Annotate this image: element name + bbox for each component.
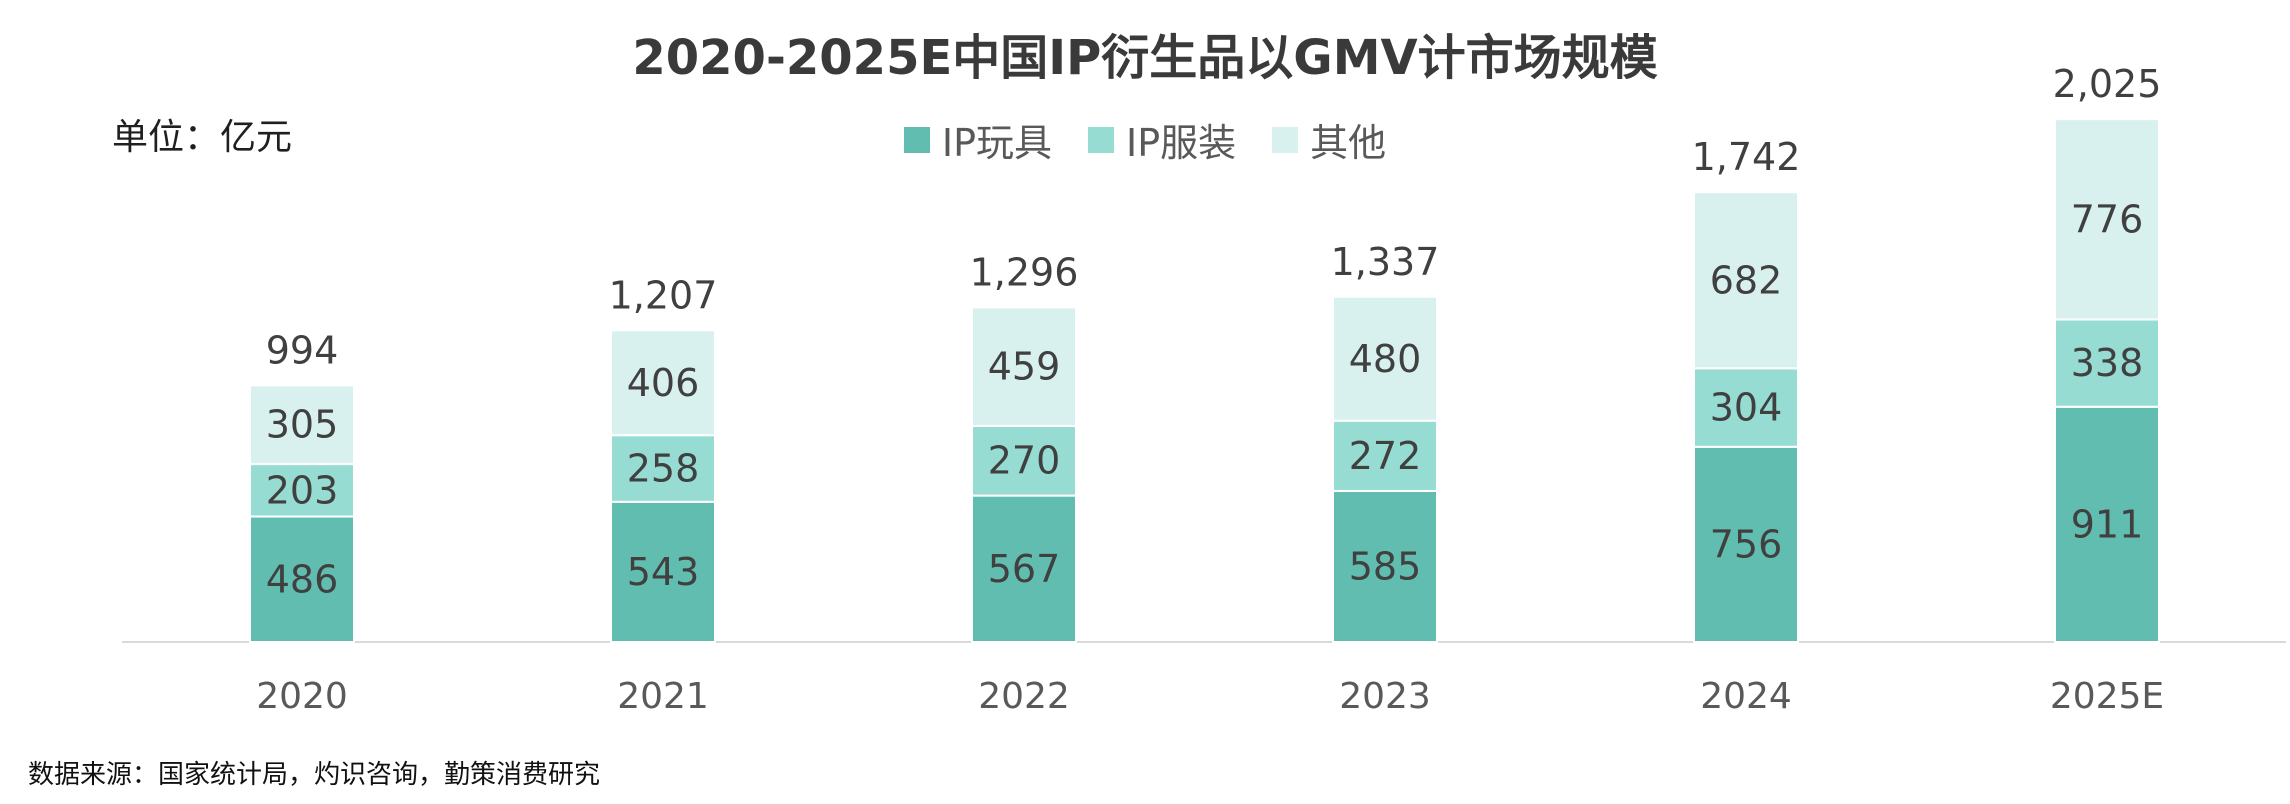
total-label-2023: 1,337 <box>1331 240 1440 284</box>
x-tick-2020: 2020 <box>256 676 348 717</box>
bar-segment-2024-1 <box>1693 367 1799 448</box>
bar-segment-2021-2 <box>610 329 716 437</box>
bar-segment-2022-1 <box>971 424 1077 497</box>
legend-swatch-ip-toys <box>903 126 930 153</box>
bar-segment-2025E-2 <box>2054 118 2160 321</box>
legend-label-ip-toys: IP玩具 <box>941 121 1052 165</box>
legend: IP玩具 IP服装 其他 <box>0 112 2290 167</box>
segment-label-2024-2: 682 <box>1710 258 1783 302</box>
chart-title: 2020-2025E中国IP衍生品以GMV计市场规模 <box>632 30 1658 86</box>
segment-label-2020-1: 203 <box>266 468 339 512</box>
bar-segment-2021-1 <box>610 434 716 503</box>
segment-label-2024-1: 304 <box>1710 386 1783 430</box>
bar-segment-2024-2 <box>1693 191 1799 370</box>
x-tick-2025E: 2025E <box>2050 676 2164 717</box>
segment-label-2025E-1: 338 <box>2071 341 2144 385</box>
segment-label-2022-2: 459 <box>988 345 1061 389</box>
x-tick-2024: 2024 <box>1700 676 1792 717</box>
bar-segment-2025E-0 <box>2054 405 2160 643</box>
total-label-2025E: 2,025 <box>2053 62 2162 106</box>
segment-label-2023-0: 585 <box>1349 544 1422 588</box>
segment-label-2023-1: 272 <box>1349 434 1422 478</box>
bar-segment-2024-0 <box>1693 445 1799 644</box>
legend-swatch-ip-apparel <box>1087 126 1114 153</box>
total-label-2024: 1,742 <box>1692 135 1801 179</box>
legend-swatch-other <box>1272 126 1299 153</box>
segment-label-2021-1: 258 <box>627 446 700 490</box>
segment-label-2024-0: 756 <box>1710 522 1783 566</box>
segment-label-2022-1: 270 <box>988 439 1061 483</box>
segment-label-2021-0: 543 <box>627 550 700 594</box>
bar-segment-2020-2 <box>249 384 355 466</box>
segment-label-2023-2: 480 <box>1349 337 1422 381</box>
segment-label-2020-0: 486 <box>266 557 339 601</box>
x-tick-2023: 2023 <box>1339 676 1431 717</box>
segment-label-2021-2: 406 <box>627 361 700 405</box>
bar-segment-2022-0 <box>971 494 1077 643</box>
legend-label-other: 其他 <box>1310 121 1387 165</box>
total-label-2022: 1,296 <box>970 250 1079 294</box>
segment-label-2020-2: 305 <box>266 403 339 447</box>
bar-segment-2023-1 <box>1332 419 1438 492</box>
segment-label-2025E-0: 911 <box>2071 502 2144 546</box>
bar-segment-2022-2 <box>971 306 1077 427</box>
total-label-2021: 1,207 <box>609 273 718 317</box>
bar-segment-2020-1 <box>249 463 355 518</box>
segment-label-2022-0: 567 <box>988 547 1061 591</box>
bar-segment-2023-2 <box>1332 295 1438 422</box>
x-tick-2022: 2022 <box>978 676 1070 717</box>
legend-item-ip-apparel: IP服装 <box>1087 112 1237 167</box>
segment-label-2025E-2: 776 <box>2071 197 2144 241</box>
total-label-2020: 994 <box>266 328 339 372</box>
bar-segment-2023-0 <box>1332 489 1438 643</box>
unit-label: 单位：亿元 <box>112 117 293 158</box>
x-tick-2021: 2021 <box>617 676 709 717</box>
source-note: 数据来源：国家统计局，灼识咨询，勤策消费研究 <box>28 760 601 790</box>
bar-segment-2021-0 <box>610 500 716 643</box>
legend-label-ip-apparel: IP服装 <box>1125 121 1237 165</box>
legend-item-ip-toys: IP玩具 <box>903 112 1052 167</box>
legend-item-other: 其他 <box>1272 112 1386 167</box>
